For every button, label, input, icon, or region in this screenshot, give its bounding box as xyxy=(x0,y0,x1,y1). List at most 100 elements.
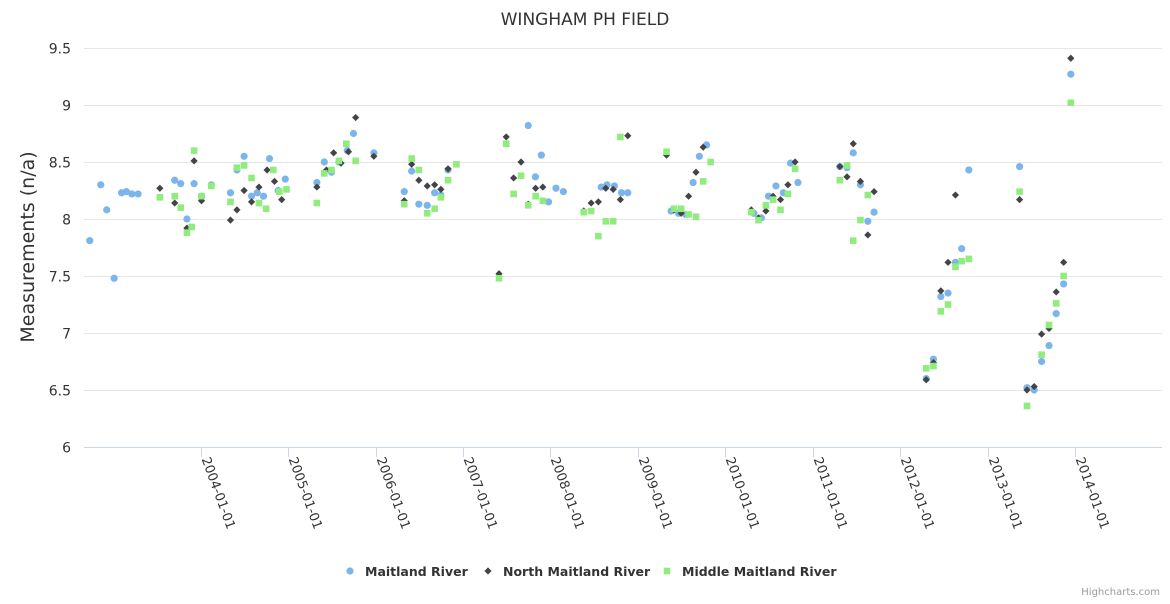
data-point[interactable] xyxy=(685,211,692,218)
data-point[interactable] xyxy=(437,185,445,193)
data-point[interactable] xyxy=(617,189,626,197)
data-point[interactable] xyxy=(259,192,268,200)
data-point[interactable] xyxy=(510,174,518,182)
data-point[interactable] xyxy=(255,183,263,191)
data-point[interactable] xyxy=(944,301,952,308)
legend-marker[interactable] xyxy=(663,567,671,575)
data-point[interactable] xyxy=(559,188,568,196)
data-point[interactable] xyxy=(958,257,965,265)
data-point[interactable] xyxy=(313,183,321,191)
data-point[interactable] xyxy=(103,206,111,214)
data-point[interactable] xyxy=(400,200,408,208)
legend-label[interactable]: North Maitland River xyxy=(503,564,651,579)
data-point[interactable] xyxy=(937,308,945,315)
data-point[interactable] xyxy=(270,166,277,174)
data-point[interactable] xyxy=(864,217,872,225)
data-point[interactable] xyxy=(415,166,423,174)
data-point[interactable] xyxy=(784,181,792,189)
data-point[interactable] xyxy=(415,176,423,184)
data-point[interactable] xyxy=(255,199,263,207)
data-point[interactable] xyxy=(227,198,234,206)
data-point[interactable] xyxy=(762,202,770,209)
data-point[interactable] xyxy=(1060,280,1068,288)
legend[interactable]: Maitland River North Maitland River Middle… xyxy=(346,564,837,579)
data-point[interactable] xyxy=(247,198,256,206)
data-point[interactable] xyxy=(864,191,872,199)
data-point[interactable] xyxy=(864,231,872,239)
data-point[interactable] xyxy=(684,192,693,200)
data-point[interactable] xyxy=(843,173,851,181)
data-point[interactable] xyxy=(423,210,431,217)
data-point[interactable] xyxy=(370,152,378,160)
data-point[interactable] xyxy=(624,189,632,197)
data-point[interactable] xyxy=(128,190,136,198)
data-point[interactable] xyxy=(532,192,539,200)
data-point[interactable] xyxy=(328,166,335,174)
data-point[interactable] xyxy=(944,258,952,266)
data-point[interactable] xyxy=(1067,70,1075,78)
data-point[interactable] xyxy=(587,199,595,207)
data-point[interactable] xyxy=(755,216,762,224)
data-point[interactable] xyxy=(240,186,248,195)
data-point[interactable] xyxy=(849,237,857,244)
data-point[interactable] xyxy=(352,157,359,165)
data-point[interactable] xyxy=(97,181,105,189)
data-point[interactable] xyxy=(510,190,517,198)
data-point[interactable] xyxy=(922,376,930,384)
data-point[interactable] xyxy=(1045,341,1053,350)
data-point[interactable] xyxy=(283,186,290,193)
data-point[interactable] xyxy=(226,189,235,197)
data-point[interactable] xyxy=(495,270,503,278)
data-point[interactable] xyxy=(408,167,416,175)
data-point[interactable] xyxy=(695,152,703,160)
data-point[interactable] xyxy=(699,178,707,185)
data-point[interactable] xyxy=(1038,357,1046,366)
data-point[interactable] xyxy=(86,237,94,245)
data-point[interactable] xyxy=(415,200,423,208)
data-point[interactable] xyxy=(322,166,331,174)
data-point[interactable] xyxy=(188,223,196,231)
data-point[interactable] xyxy=(1015,196,1024,204)
data-point[interactable] xyxy=(270,177,279,185)
data-point[interactable] xyxy=(531,173,540,181)
data-point[interactable] xyxy=(856,177,865,185)
data-point[interactable] xyxy=(587,207,595,215)
data-point[interactable] xyxy=(870,208,878,216)
data-point[interactable] xyxy=(747,208,755,216)
data-point[interactable] xyxy=(190,157,198,165)
data-point[interactable] xyxy=(707,158,714,166)
data-point[interactable] xyxy=(539,197,547,205)
data-point[interactable] xyxy=(408,160,416,168)
data-point[interactable] xyxy=(524,121,532,130)
data-point[interactable] xyxy=(791,165,799,173)
data-point[interactable] xyxy=(1023,386,1031,394)
data-point[interactable] xyxy=(870,188,878,196)
data-point[interactable] xyxy=(836,176,844,184)
data-point[interactable] xyxy=(777,206,784,214)
legend-marker[interactable] xyxy=(346,567,354,575)
data-point[interactable] xyxy=(423,201,431,209)
data-point[interactable] xyxy=(453,160,460,168)
data-point[interactable] xyxy=(692,213,700,221)
data-point[interactable] xyxy=(857,216,864,224)
data-point[interactable] xyxy=(110,274,118,282)
data-point[interactable] xyxy=(595,232,602,240)
data-point[interactable] xyxy=(423,182,431,190)
data-point[interactable] xyxy=(253,189,261,197)
data-point[interactable] xyxy=(502,133,510,141)
data-point[interactable] xyxy=(240,152,248,160)
data-point[interactable] xyxy=(352,113,360,122)
data-point[interactable] xyxy=(171,199,179,207)
legend-item[interactable]: Maitland River xyxy=(346,564,469,579)
data-point[interactable] xyxy=(537,151,545,159)
data-point[interactable] xyxy=(444,176,452,184)
data-point[interactable] xyxy=(1052,288,1060,296)
data-point[interactable] xyxy=(965,166,973,174)
data-point[interactable] xyxy=(281,175,289,183)
data-point[interactable] xyxy=(762,207,770,215)
data-point[interactable] xyxy=(602,217,610,225)
data-point[interactable] xyxy=(594,198,602,206)
data-point[interactable] xyxy=(1052,310,1060,318)
data-point[interactable] xyxy=(552,184,560,192)
data-point[interactable] xyxy=(233,206,241,214)
